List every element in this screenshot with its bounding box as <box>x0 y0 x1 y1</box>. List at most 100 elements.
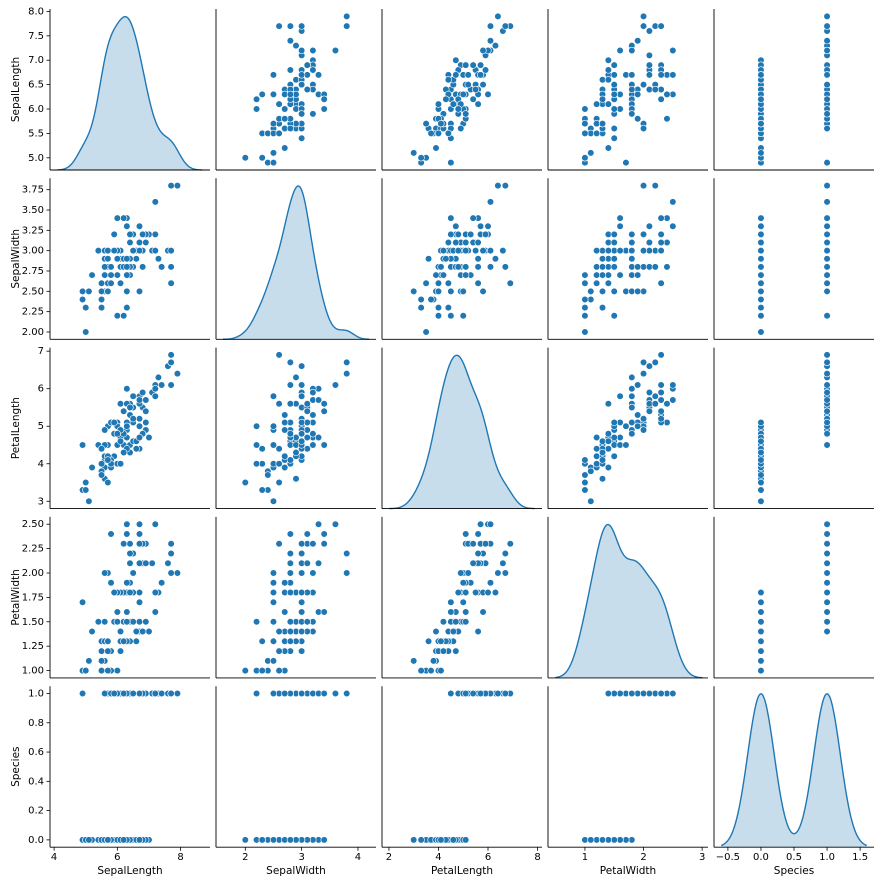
scatter-point <box>757 95 765 103</box>
scatter-point <box>298 110 306 118</box>
scatter-point <box>104 247 112 255</box>
scatter-point <box>309 411 317 419</box>
scatter-point <box>610 312 618 320</box>
scatter-point <box>464 81 472 89</box>
scatter-point <box>252 422 261 430</box>
scatter-point <box>167 279 175 287</box>
scatter-point <box>757 247 765 255</box>
scatter-point <box>343 358 351 367</box>
scatter-point <box>757 71 765 79</box>
scatter-point <box>587 497 595 505</box>
scatter-point <box>173 689 182 698</box>
scatter-point <box>97 666 106 675</box>
scatter-point <box>757 448 765 457</box>
scatter-point <box>113 666 121 675</box>
scatter-point <box>298 46 306 55</box>
scatter-point <box>628 238 636 247</box>
scatter-point <box>275 540 283 548</box>
scatter-point <box>645 61 653 69</box>
scatter-point <box>823 71 831 79</box>
scatter-point <box>645 388 653 397</box>
scatter-point <box>610 452 618 460</box>
scatter-point <box>309 388 317 397</box>
scatter-point <box>427 666 435 675</box>
scatter-point <box>449 100 457 108</box>
scatter-point <box>479 608 487 616</box>
scatter-point <box>269 90 278 98</box>
x-tick-label: 1.5 <box>852 852 868 863</box>
scatter-point <box>459 598 467 606</box>
scatter-point <box>610 255 618 263</box>
scatter-point <box>657 689 665 698</box>
scatter-point <box>610 287 618 295</box>
scatter-point <box>645 222 653 230</box>
scatter-point <box>628 385 636 393</box>
scatter-point <box>135 396 144 404</box>
scatter-point <box>437 263 445 271</box>
scatter-point <box>132 637 140 645</box>
scatter-point <box>269 422 278 430</box>
scatter-point <box>476 61 485 69</box>
x-axis-label: PetalLength <box>431 865 493 877</box>
scatter-point <box>757 230 765 239</box>
scatter-point <box>823 46 831 55</box>
scatter-point <box>823 358 831 367</box>
scatter-point <box>823 222 831 230</box>
scatter-point <box>135 222 144 230</box>
scatter-point <box>286 588 294 597</box>
scatter-point <box>645 362 653 370</box>
scatter-point <box>610 263 618 271</box>
scatter-point <box>598 120 607 128</box>
scatter-point <box>610 105 618 113</box>
scatter-point <box>437 637 445 645</box>
scatter-point <box>447 159 455 167</box>
scatter-point <box>462 271 470 279</box>
y-tick-label: 0.0 <box>28 835 44 846</box>
scatter-point <box>462 836 470 844</box>
scatter-point <box>120 836 128 844</box>
scatter-point <box>444 129 452 138</box>
scatter-point <box>452 222 460 230</box>
scatter-point <box>269 441 278 449</box>
scatter-point <box>120 312 128 320</box>
scatter-point <box>107 530 115 538</box>
scatter-point <box>281 418 289 427</box>
scatter-point <box>823 540 831 548</box>
scatter-point <box>101 618 109 626</box>
scatter-point <box>447 214 455 222</box>
scatter-point <box>823 598 831 606</box>
y-tick-label: 5 <box>38 421 44 432</box>
scatter-point <box>410 287 418 295</box>
scatter-point <box>145 627 153 636</box>
y-tick-label: 6.5 <box>28 80 44 91</box>
scatter-point <box>634 37 642 45</box>
scatter-point <box>462 588 470 597</box>
y-tick-label: 2.50 <box>22 286 44 297</box>
scatter-point <box>104 478 112 487</box>
scatter-point <box>167 689 175 698</box>
scatter-point <box>639 12 648 20</box>
scatter-point <box>486 198 495 206</box>
scatter-point <box>581 129 589 138</box>
scatter-point <box>823 396 831 404</box>
scatter-point <box>142 559 150 567</box>
x-tick-label: 1.0 <box>819 852 835 863</box>
scatter-point <box>499 559 507 567</box>
scatter-point <box>823 81 831 89</box>
scatter-point <box>462 618 470 626</box>
y-tick-label: 7 <box>38 346 44 357</box>
y-tick-label: 6.0 <box>28 104 44 115</box>
scatter-point <box>628 255 636 263</box>
scatter-point <box>469 540 477 548</box>
scatter-point <box>823 124 831 133</box>
scatter-point <box>657 388 665 397</box>
scatter-point <box>309 110 317 118</box>
scatter-point <box>484 222 492 230</box>
scatter-point <box>651 358 659 367</box>
scatter-point <box>298 418 306 427</box>
scatter-point <box>286 37 294 45</box>
scatter-point <box>298 392 306 400</box>
scatter-point <box>447 230 455 239</box>
y-tick-label: 0.6 <box>28 747 44 758</box>
scatter-point <box>616 271 624 279</box>
